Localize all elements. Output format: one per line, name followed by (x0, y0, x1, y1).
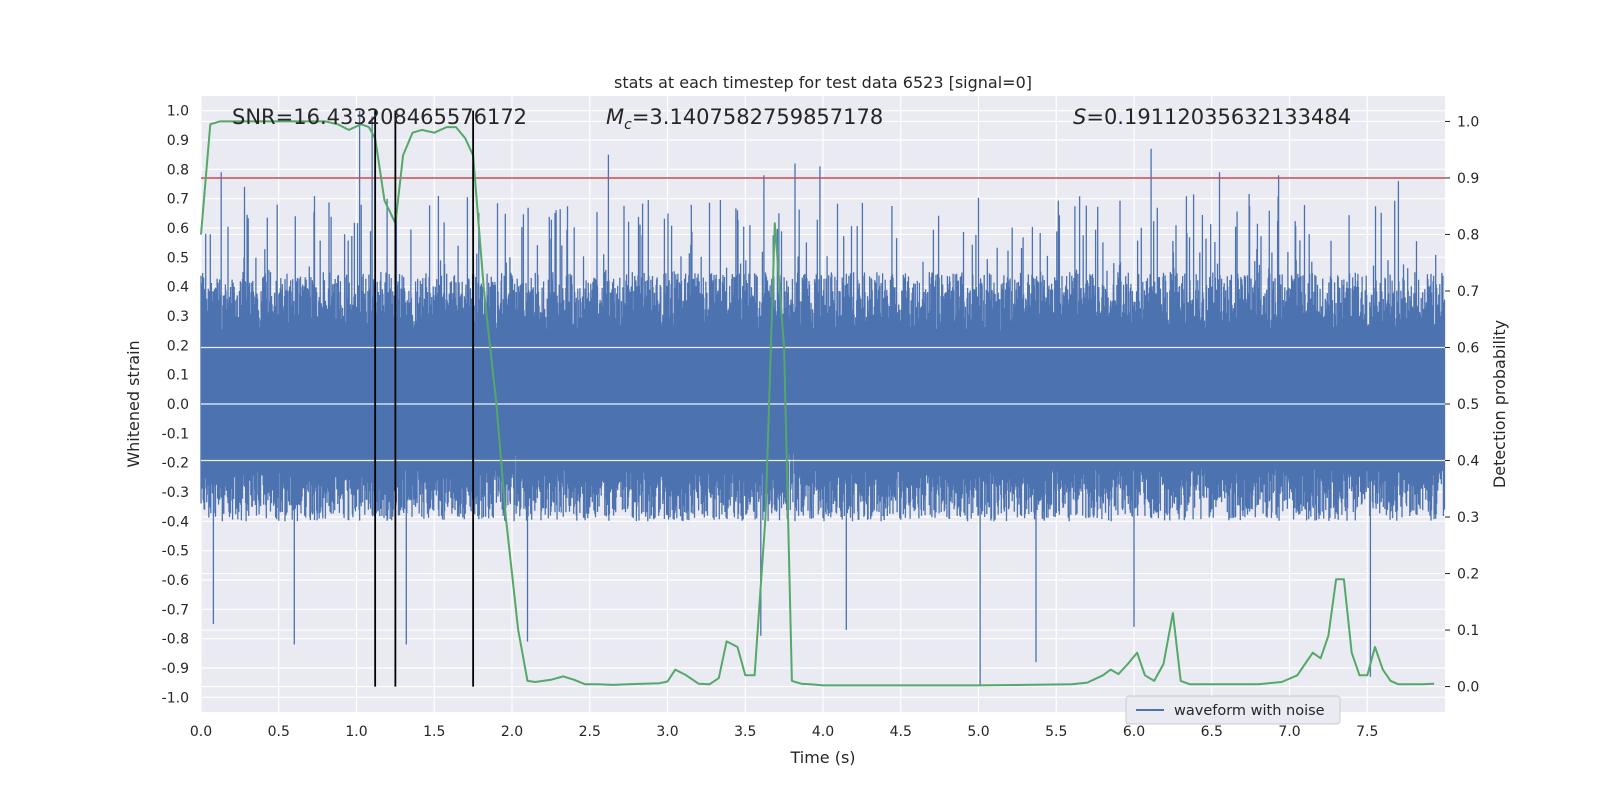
x-axis-label: Time (s) (789, 748, 855, 767)
x-tick-label: 2.0 (501, 724, 523, 740)
snr-annotation: SNR=16.433208465576172 (232, 105, 527, 129)
y-tick-label-left: 0.0 (167, 397, 189, 413)
x-tick-label: 0.0 (190, 724, 212, 740)
y-ticks-right: 1.0 0.9 0.8 0.7 0.6 0.5 0.4 0.3 0.2 0.1 0.0 (1445, 114, 1479, 696)
x-tick-label: 7.5 (1356, 724, 1378, 740)
y-axis-label-right: Detection probability (1490, 320, 1509, 488)
y-tick-label-left: 1.0 (167, 104, 189, 120)
y-tick-label-right: 0.8 (1457, 227, 1479, 243)
y-tick-label-left: -0.9 (162, 661, 189, 677)
y-tick-label-right: 0.6 (1457, 340, 1479, 356)
chirp-mass-annotation: Mc=3.1407582759857178 (606, 105, 883, 133)
y-tick-label-left: -0.4 (162, 514, 189, 530)
y-tick-label-left: 0.6 (167, 221, 189, 237)
y-tick-label-left: -0.2 (162, 456, 189, 472)
y-tick-label-left: 0.9 (167, 133, 189, 149)
y-tick-label-left: -0.8 (162, 632, 189, 648)
y-tick-label-right: 0.5 (1457, 397, 1479, 413)
chirp-mass-symbol: M (606, 105, 624, 129)
x-tick-label: 6.5 (1201, 724, 1223, 740)
y-axis-label-left: Whitened strain (124, 340, 143, 467)
y-tick-label-left: 0.3 (167, 309, 189, 325)
y-tick-label-left: 0.2 (167, 338, 189, 354)
y-tick-label-left: -1.0 (162, 690, 189, 706)
y-tick-label-left: -0.1 (162, 426, 189, 442)
legend-box (1125, 695, 1341, 725)
x-tick-label: 3.5 (734, 724, 756, 740)
x-tick-label: 4.5 (890, 724, 912, 740)
x-tick-label: 6.0 (1123, 724, 1145, 740)
y-tick-label-left: -0.6 (162, 573, 189, 589)
y-tick-label-right: 0.2 (1457, 567, 1479, 583)
legend: waveform with noise (1125, 695, 1341, 725)
x-tick-label: 4.0 (812, 724, 834, 740)
y-tick-label-right: 0.0 (1457, 680, 1479, 696)
s-annotation: S=0.19112035632133484 (1073, 105, 1351, 129)
x-ticks: 0.0 0.5 1.0 1.5 2.0 2.5 3.0 3.5 4.0 4.5 5.0 5.5 6.0 6… (190, 724, 1379, 740)
vertical-markers (374, 110, 475, 687)
y-tick-label-left: 0.8 (167, 162, 189, 178)
y-tick-label-right: 0.4 (1457, 454, 1479, 470)
y-tick-label-right: 0.1 (1457, 623, 1479, 639)
x-tick-label: 2.5 (579, 724, 601, 740)
x-tick-label: 0.5 (268, 724, 290, 740)
chirp-mass-subscript: c (624, 117, 632, 133)
y-tick-label-left: 0.7 (167, 192, 189, 208)
waveform-series (200, 110, 1446, 686)
y-tick-label-right: 1.0 (1457, 114, 1479, 130)
y-ticks-left: 1.0 0.9 0.8 0.7 0.6 0.5 0.4 0.3 0.2 0.1 0.0 -0.1 -0.… (162, 104, 189, 707)
x-tick-label: 3.0 (656, 724, 678, 740)
chart-title: stats at each timestep for test data 652… (614, 73, 1032, 92)
x-tick-label: 7.0 (1278, 724, 1300, 740)
waveform-core (201, 345, 1445, 454)
legend-entry: waveform with noise (1174, 703, 1325, 719)
y-tick-label-left: -0.7 (162, 602, 189, 618)
s-value: =0.19112035632133484 (1086, 105, 1351, 129)
chirp-mass-value: =3.1407582759857178 (632, 105, 883, 129)
y-tick-label-right: 0.3 (1457, 510, 1479, 526)
y-tick-label-left: 0.4 (167, 280, 189, 296)
s-symbol: S (1073, 105, 1086, 129)
y-tick-label-right: 0.9 (1457, 171, 1479, 187)
x-tick-label: 5.0 (967, 724, 989, 740)
y-tick-label-left: -0.5 (162, 544, 189, 560)
x-tick-label: 5.5 (1045, 724, 1067, 740)
y-tick-label-left: -0.3 (162, 485, 189, 501)
x-tick-label: 1.0 (345, 724, 367, 740)
y-tick-label-left: 0.5 (167, 250, 189, 266)
y-tick-label-left: 0.1 (167, 368, 189, 384)
x-tick-label: 1.5 (423, 724, 445, 740)
y-tick-label-right: 0.7 (1457, 284, 1479, 300)
